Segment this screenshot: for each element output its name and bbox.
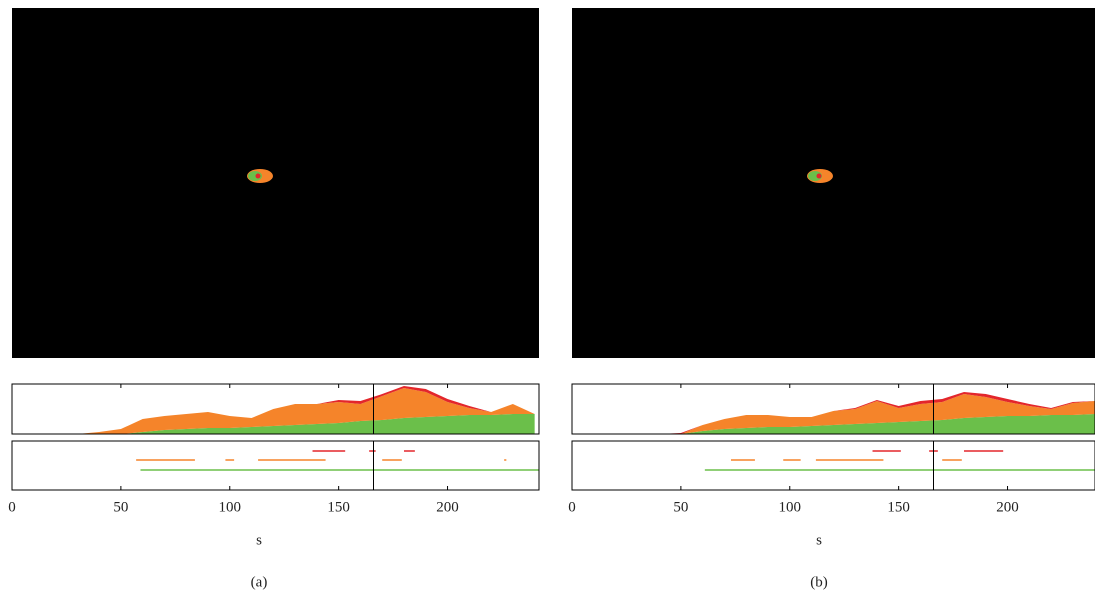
x-tick-label: 0 bbox=[568, 499, 576, 515]
x-tick-label: 50 bbox=[113, 499, 128, 515]
image-a bbox=[12, 8, 539, 358]
x-tick-label: 200 bbox=[436, 499, 459, 515]
x-axis-label: s bbox=[256, 532, 262, 548]
blob-a bbox=[247, 169, 273, 183]
x-tick-label: 0 bbox=[8, 499, 16, 515]
page: 050100150200s(a)050100150200s(b) (() => … bbox=[0, 0, 1095, 595]
x-axis-label: s bbox=[816, 532, 822, 548]
x-tick-label: 100 bbox=[219, 499, 242, 515]
x-tick-label: 150 bbox=[327, 499, 350, 515]
x-tick-label: 150 bbox=[887, 499, 910, 515]
image-b bbox=[572, 8, 1095, 358]
x-tick-label: 200 bbox=[996, 499, 1019, 515]
plot-frame bbox=[12, 441, 539, 490]
caption: (b) bbox=[810, 574, 828, 590]
figure: 0 50 100 150 200 s (a) 0 50 100 150 200 s (b) bbox=[0, 0, 1095, 595]
x-tick-label: 100 bbox=[779, 499, 802, 515]
x-tick-label: 50 bbox=[673, 499, 688, 515]
blob-b bbox=[807, 169, 833, 183]
plot-frame bbox=[572, 441, 1095, 490]
caption: (a) bbox=[251, 574, 268, 590]
